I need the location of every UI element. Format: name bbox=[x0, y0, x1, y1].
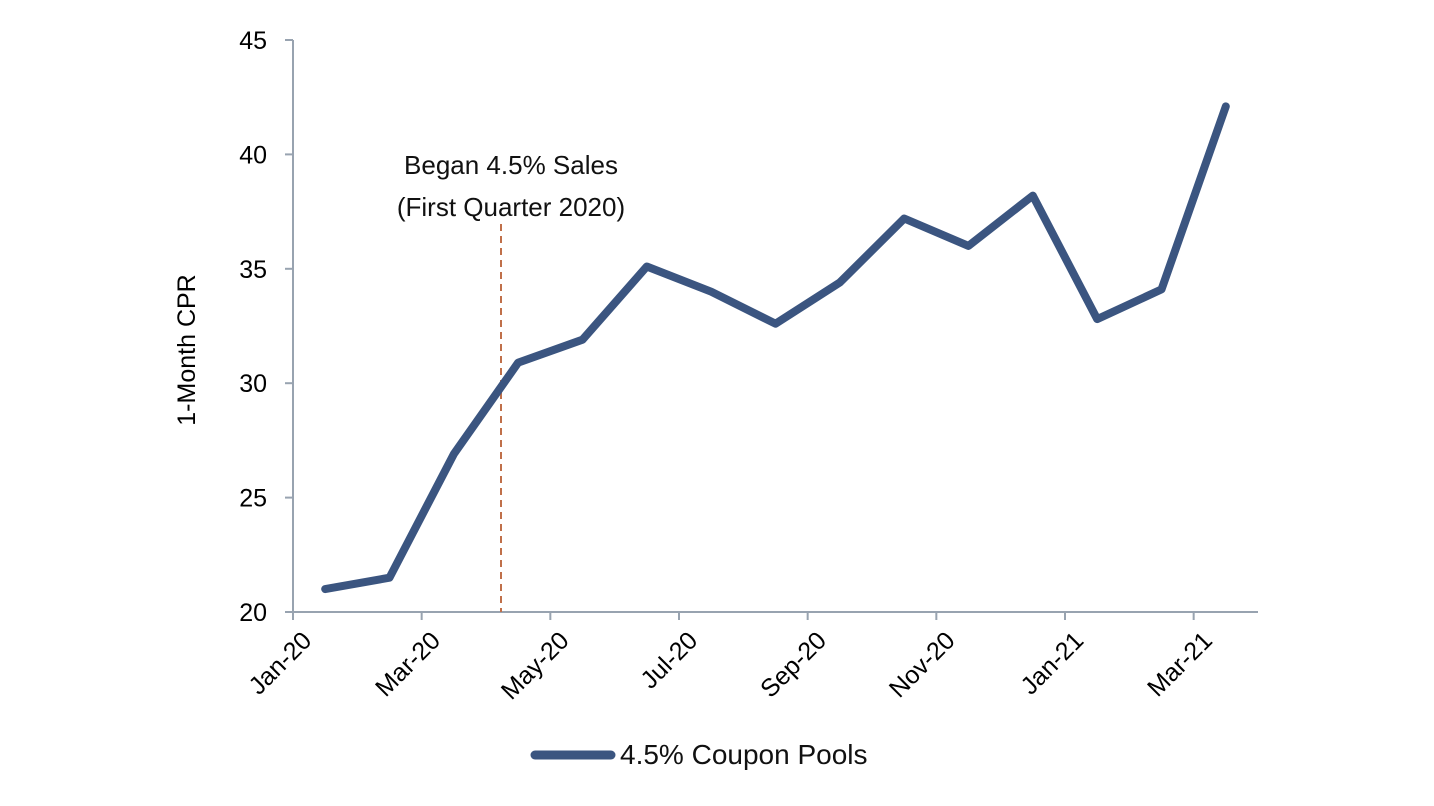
legend-label: 4.5% Coupon Pools bbox=[620, 739, 868, 770]
y-axis-title: 1-Month CPR bbox=[173, 274, 201, 425]
y-tick-label: 25 bbox=[239, 485, 267, 513]
x-tick-label: Nov-20 bbox=[884, 626, 961, 703]
x-tick-label: Sep-20 bbox=[755, 626, 832, 703]
y-tick-label: 20 bbox=[239, 599, 267, 627]
x-axis: Jan-20 Mar-20 May-20 Jul-20 Sep-20 Nov-20 Jan-… bbox=[243, 611, 1258, 705]
y-tick-label: 30 bbox=[239, 370, 267, 398]
y-tick-label: 40 bbox=[239, 141, 267, 169]
series-line-4-5-coupon-pools bbox=[321, 102, 1230, 594]
x-tick-label: Mar-20 bbox=[370, 626, 446, 702]
x-tick-label: Jan-20 bbox=[243, 626, 317, 700]
y-tick-label: 45 bbox=[239, 27, 267, 55]
y-tick-label: 35 bbox=[239, 256, 267, 284]
annotation-text-line1: Began 4.5% Sales bbox=[404, 150, 618, 180]
x-tick-label: May-20 bbox=[496, 626, 575, 705]
x-tick-label: Jan-21 bbox=[1015, 626, 1089, 700]
y-axis: 20 25 30 35 40 45 bbox=[239, 27, 294, 627]
x-tick-label: Jul-20 bbox=[635, 626, 703, 694]
x-tick-label: Mar-21 bbox=[1142, 626, 1218, 702]
annotation-text-line2: (First Quarter 2020) bbox=[397, 192, 625, 222]
legend: 4.5% Coupon Pools bbox=[530, 739, 868, 770]
